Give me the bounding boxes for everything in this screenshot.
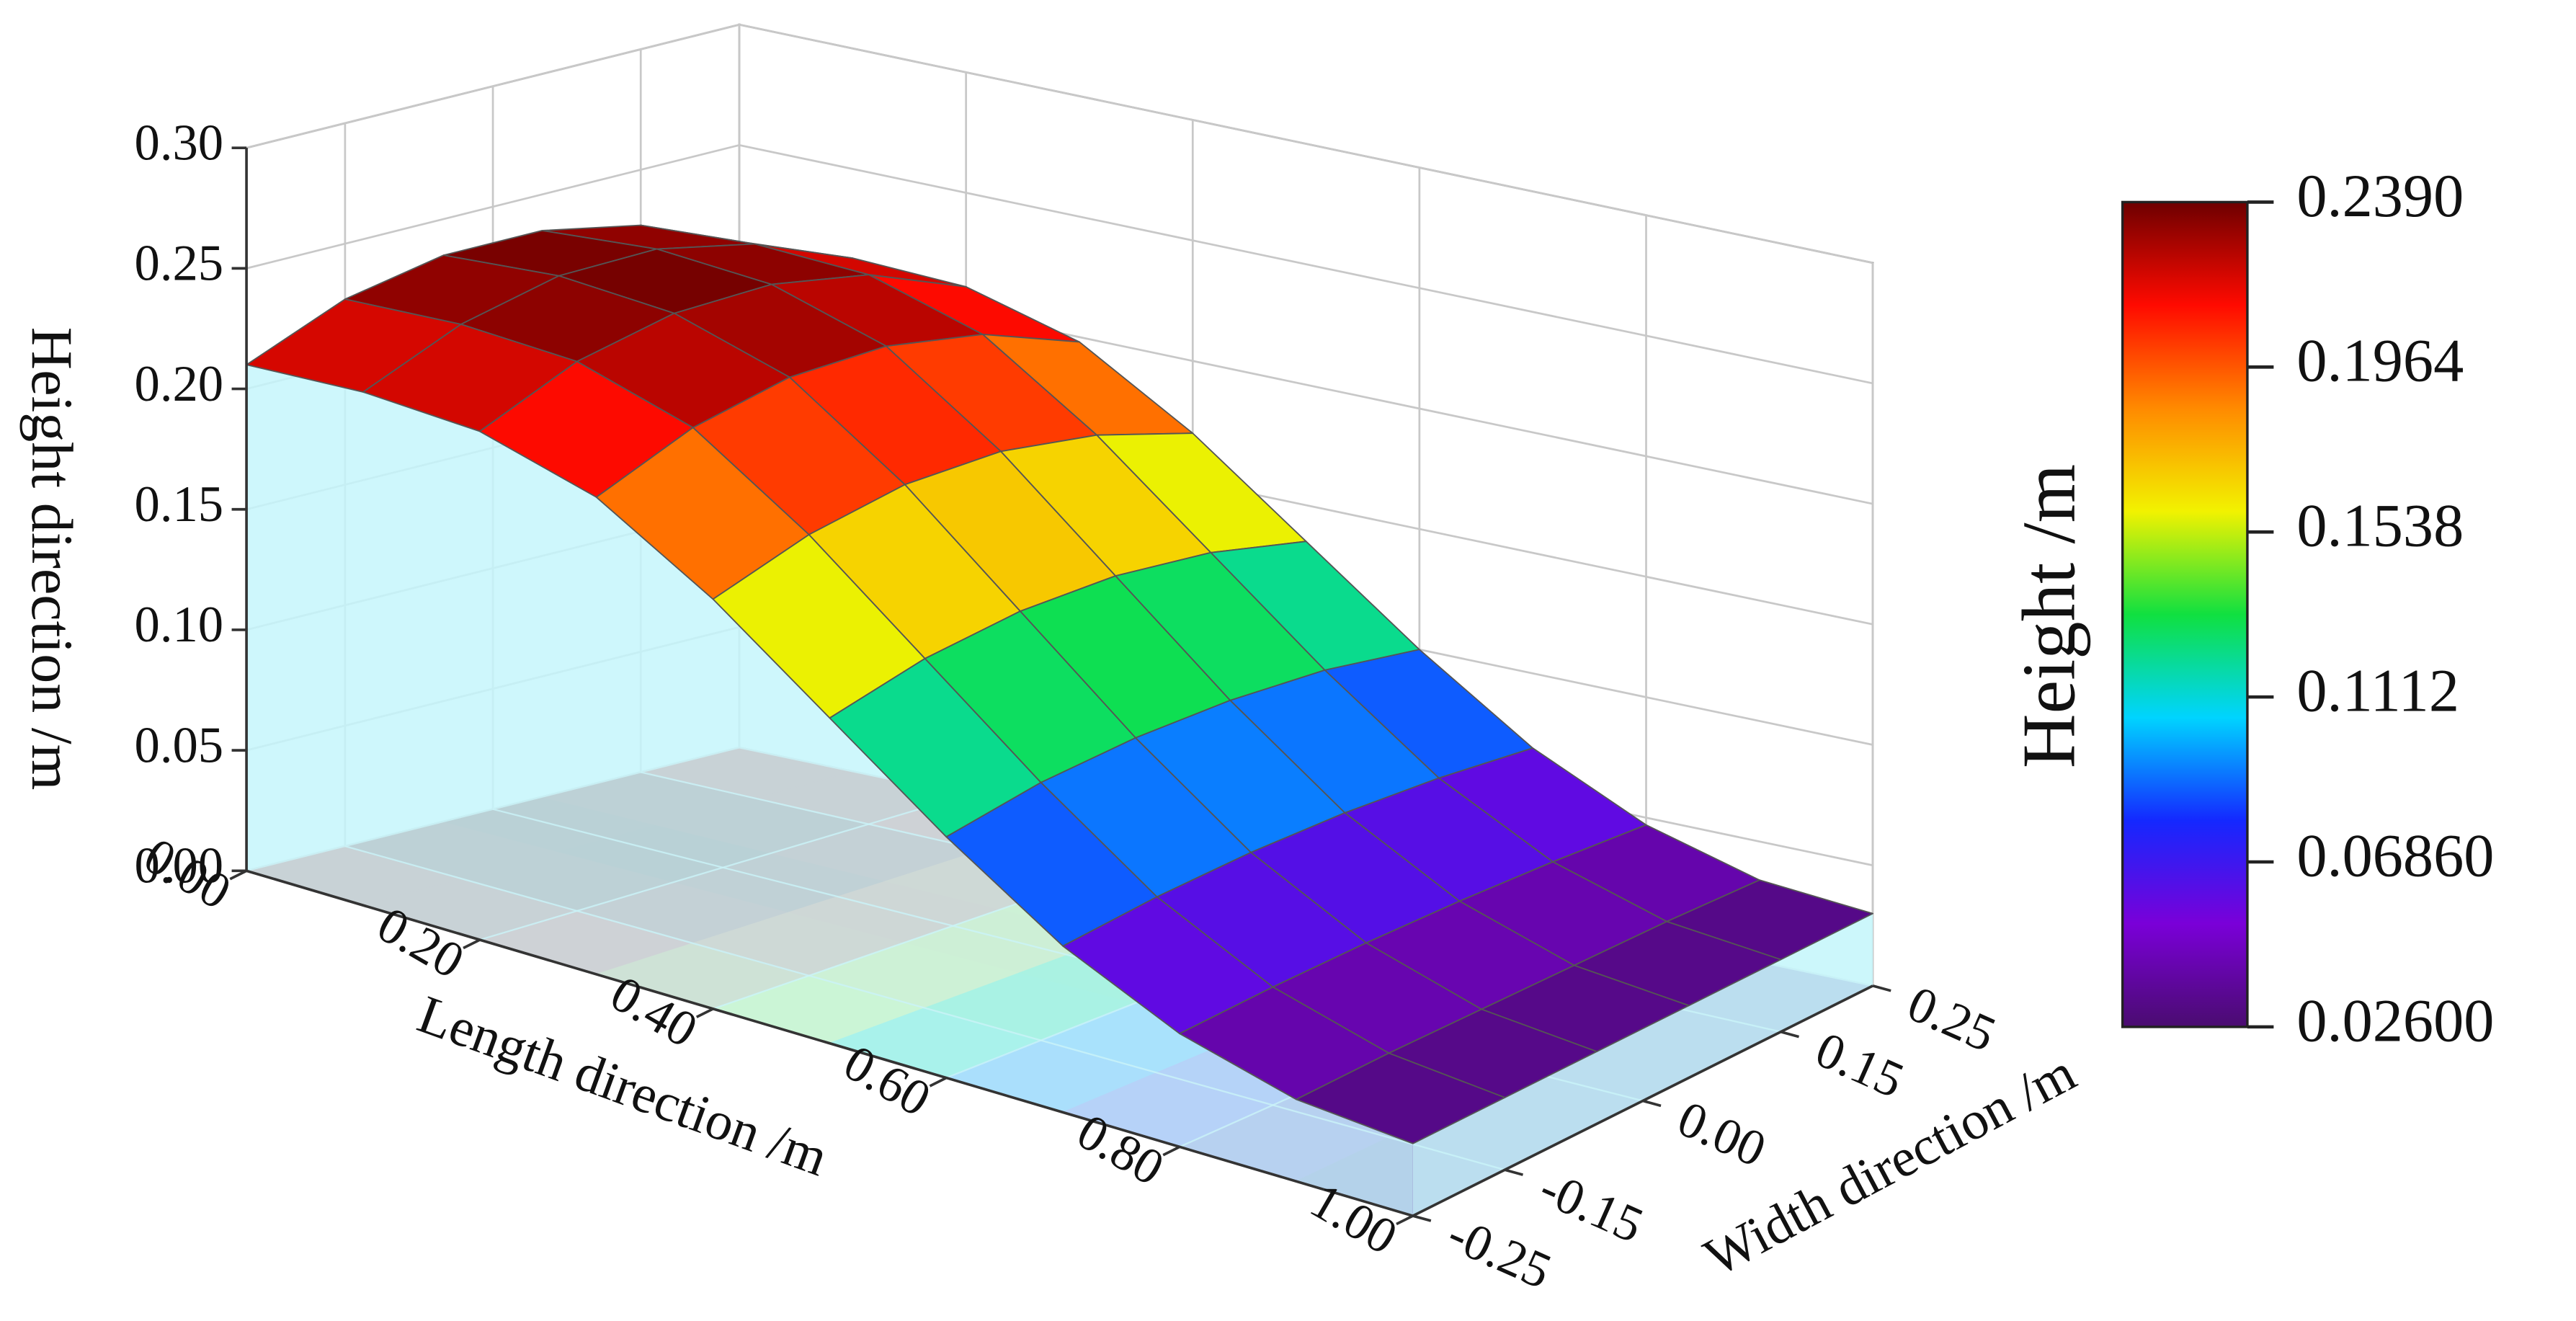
z-axis-label: Height direction /m xyxy=(19,327,85,791)
surface-cell xyxy=(1295,1052,1506,1144)
colorbar-tick-label: 0.1538 xyxy=(2296,493,2464,560)
z-tick-label: 0.25 xyxy=(135,236,224,292)
x-tick xyxy=(229,869,247,881)
y-tick-label: -0.15 xyxy=(1531,1160,1651,1254)
z-tick-label: 0.20 xyxy=(135,356,224,412)
z-tick-label: 0.15 xyxy=(135,476,224,533)
colorbar-tick-label: 0.2390 xyxy=(2296,163,2464,230)
colorbar-scale xyxy=(2121,200,2249,1028)
y-tick-label: 0.25 xyxy=(1899,975,2004,1063)
y-tick xyxy=(1642,1099,1662,1108)
side-curtains xyxy=(246,365,1873,1217)
y-tick xyxy=(1412,1214,1432,1222)
colorbar-label: Height /m xyxy=(2007,464,2091,768)
x-tick xyxy=(463,938,481,950)
front-curtain xyxy=(246,365,1413,1217)
grid-line xyxy=(246,143,1873,385)
surface xyxy=(246,224,1874,1144)
z-tick-label: 0.00 xyxy=(135,838,224,894)
y-tick xyxy=(1780,1030,1800,1038)
y-tick-label: -0.25 xyxy=(1440,1206,1559,1300)
grid-line xyxy=(246,23,1873,264)
colorbar-tick-label: 0.1112 xyxy=(2296,657,2459,724)
y-tick xyxy=(1504,1168,1523,1176)
z-tick-label: 0.10 xyxy=(135,597,224,653)
x-tick xyxy=(1396,1214,1414,1226)
x-tick xyxy=(695,1008,714,1018)
z-tick-label: 0.05 xyxy=(135,717,224,773)
colorbar-tick-label: 0.02600 xyxy=(2296,987,2494,1054)
colorbar: 0.2390 0.1964 0.1538 0.1112 0.06860 0.02600 xyxy=(2121,163,2494,1054)
y-tick-label: 0.15 xyxy=(1808,1021,1912,1109)
y-tick-label: 0.00 xyxy=(1670,1090,1774,1178)
z-tick-label: 0.30 xyxy=(135,115,224,171)
colorbar-tick-label: 0.06860 xyxy=(2296,822,2494,889)
colorbar-tick-label: 0.1964 xyxy=(2296,328,2464,395)
x-tick xyxy=(1162,1145,1180,1157)
end-curtain xyxy=(1412,913,1873,1217)
x-tick xyxy=(929,1076,948,1088)
y-tick xyxy=(1872,984,1891,992)
x-axis xyxy=(246,869,1414,1217)
